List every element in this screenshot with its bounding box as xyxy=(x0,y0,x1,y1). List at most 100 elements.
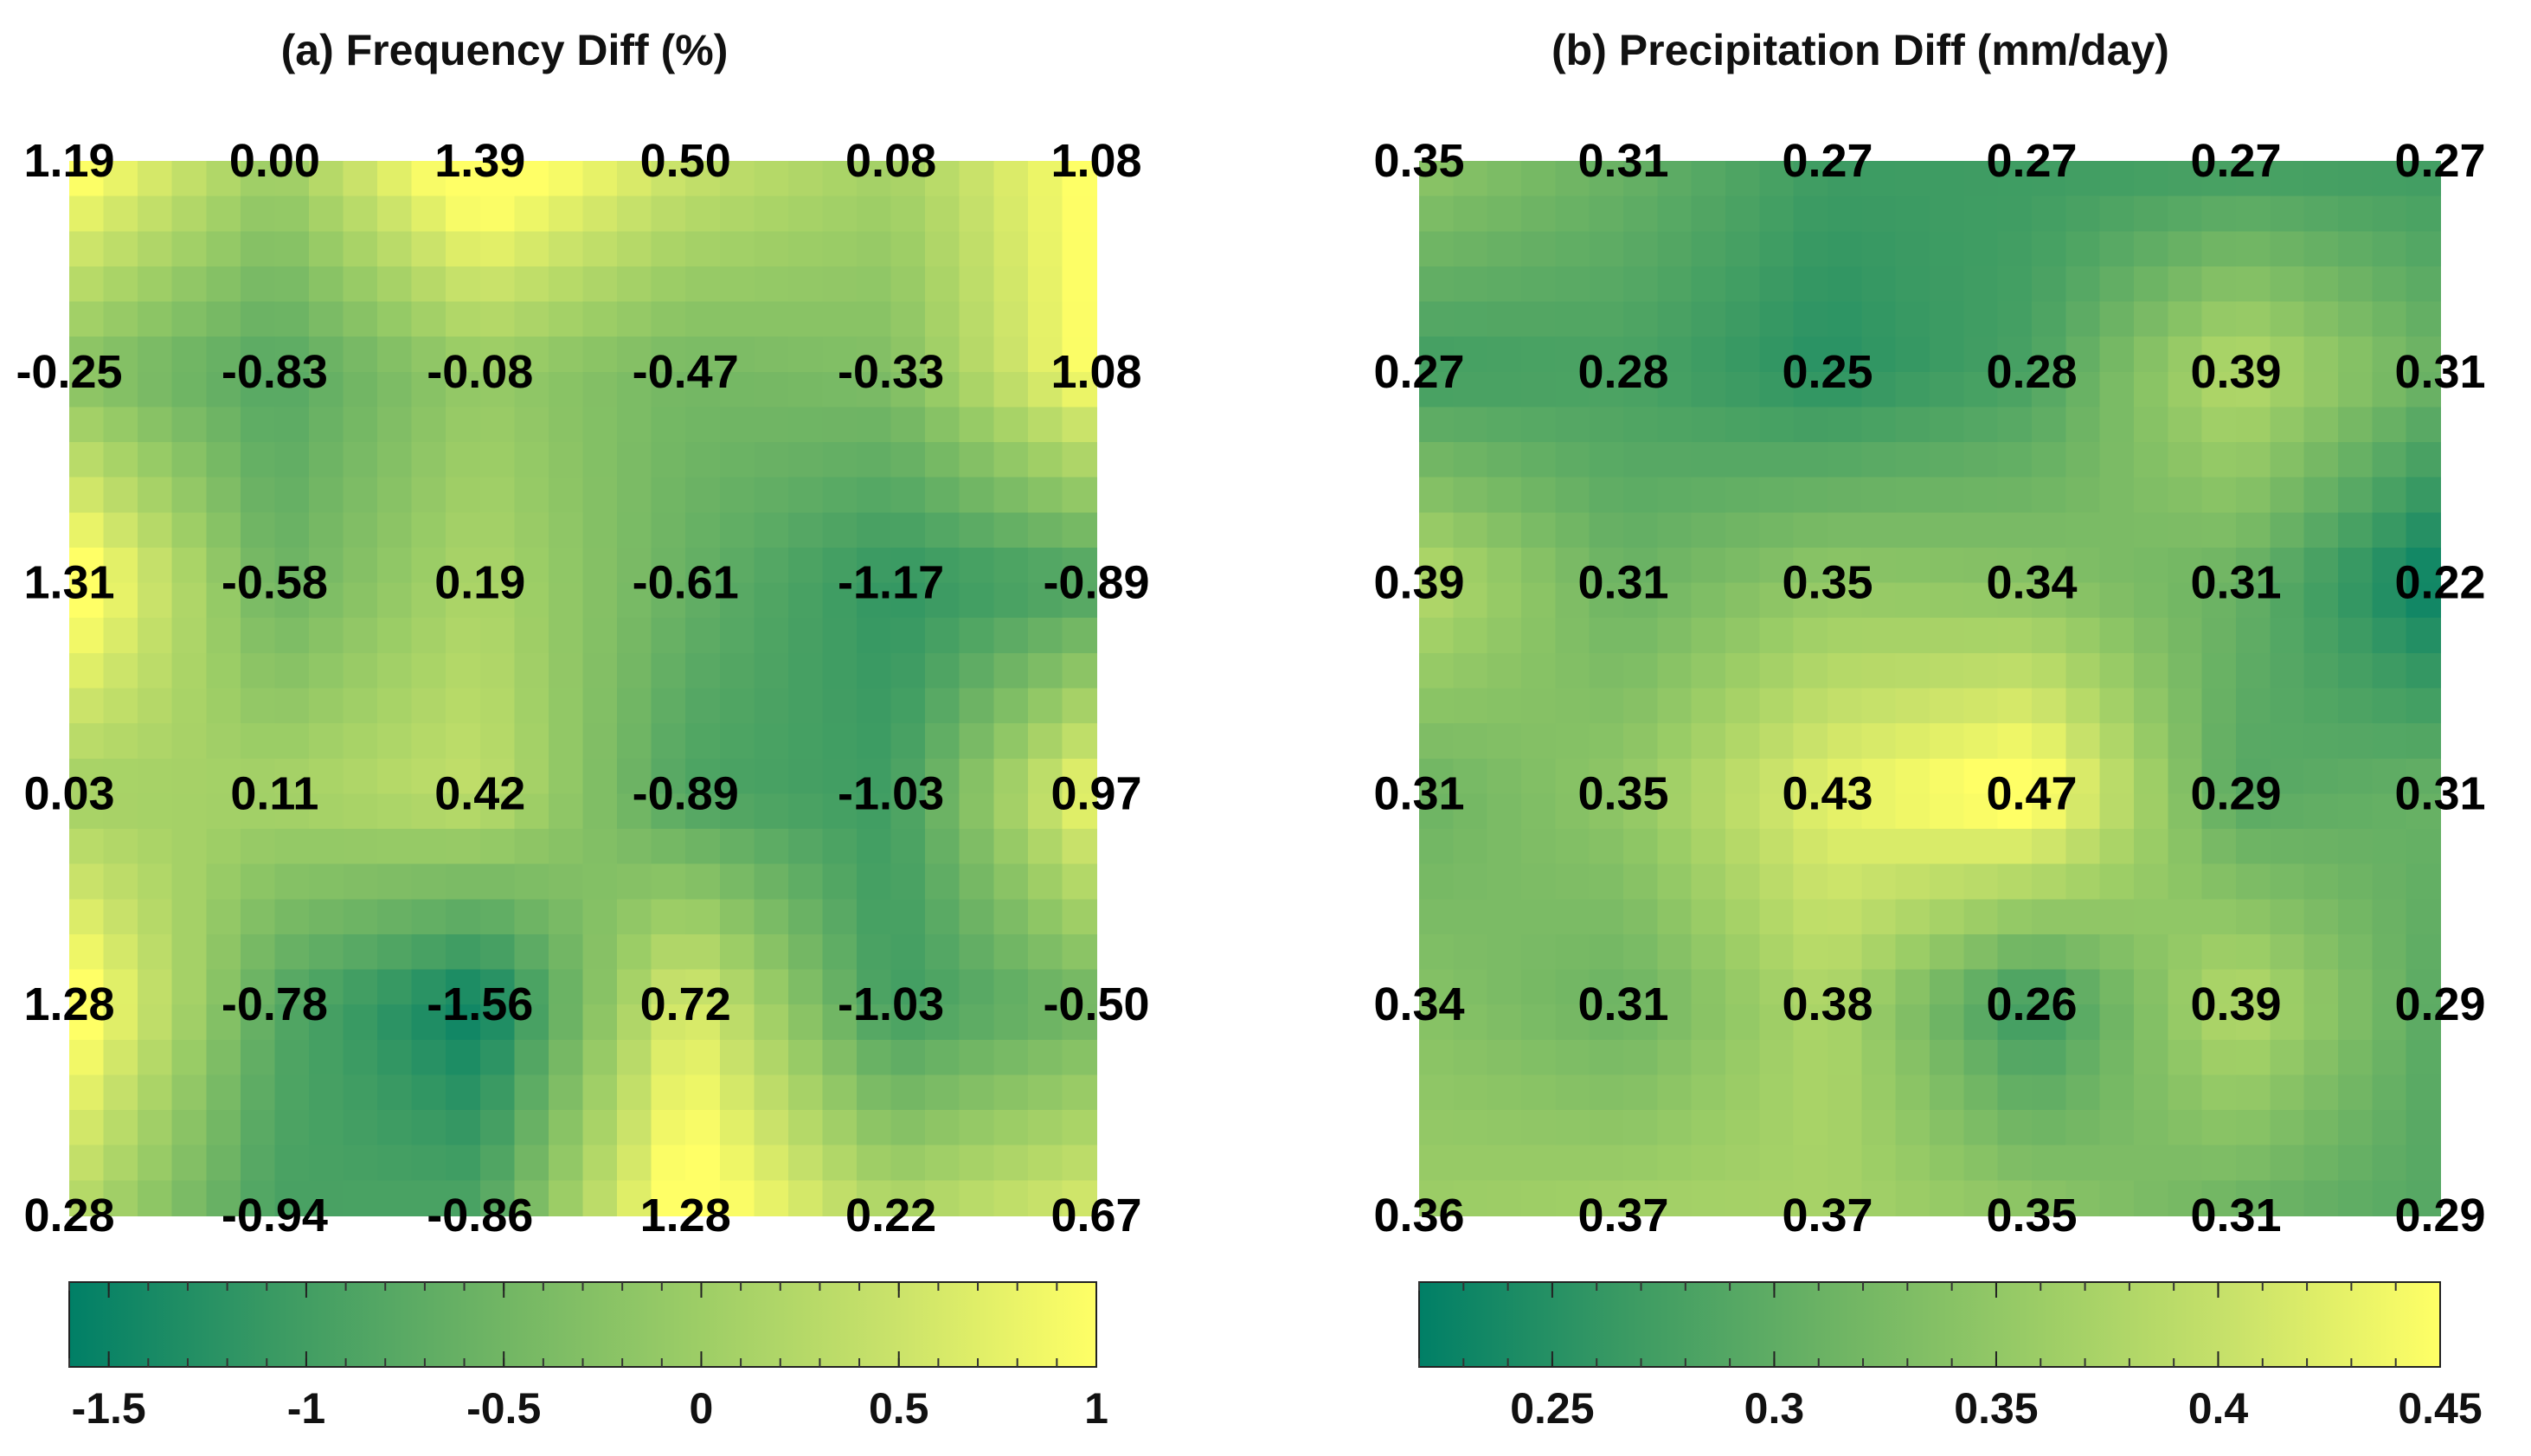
contour-cell xyxy=(617,688,652,724)
contour-cell xyxy=(2201,1180,2237,1216)
contour-cell xyxy=(1027,1110,1063,1146)
contour-cell xyxy=(2270,547,2305,584)
contour-cell xyxy=(2032,547,2067,584)
contour-cell xyxy=(719,231,755,267)
contour-cell xyxy=(240,723,276,760)
contour-cell xyxy=(1453,1004,1488,1041)
contour-cell xyxy=(1793,266,1828,303)
contour-cell xyxy=(1725,758,1761,795)
contour-cell xyxy=(2372,301,2407,337)
contour-cell xyxy=(1589,512,1624,548)
chart-title: (b) Precipitation Diff (mm/day) xyxy=(1551,26,2169,74)
contour-cell xyxy=(1521,512,1557,548)
contour-cell xyxy=(1759,337,1795,373)
contour-cell xyxy=(206,618,241,654)
contour-cell xyxy=(685,1004,721,1041)
contour-cell xyxy=(69,1039,105,1076)
contour-cell xyxy=(2236,723,2271,760)
contour-cell xyxy=(1759,1180,1795,1216)
contour-cell xyxy=(787,688,824,724)
contour-cell xyxy=(1487,512,1522,548)
contour-cell xyxy=(240,512,276,548)
contour-cell xyxy=(1555,863,1590,901)
contour-cell xyxy=(548,758,584,795)
contour-cell xyxy=(1555,1074,1590,1111)
contour-cell xyxy=(2099,758,2135,795)
contour-cell xyxy=(1589,547,1624,584)
contour-cell xyxy=(1589,407,1624,443)
contour-cell xyxy=(1861,512,1897,548)
contour-cell xyxy=(2032,723,2067,760)
contour-cell xyxy=(1027,723,1063,760)
contour-cell xyxy=(548,1004,584,1041)
contour-cell xyxy=(171,1074,208,1111)
contour-cell xyxy=(69,477,105,514)
contour-cell xyxy=(1419,477,1455,514)
grid-value-label: -1.56 xyxy=(427,978,533,1030)
contour-cell xyxy=(1062,899,1097,935)
contour-cell xyxy=(1759,371,1795,408)
contour-cell xyxy=(2099,933,2135,971)
contour-cell xyxy=(651,266,686,303)
contour-cell xyxy=(171,477,208,514)
contour-cell xyxy=(274,442,310,478)
contour-cell xyxy=(1828,758,1863,795)
contour-cell xyxy=(1895,231,1930,267)
contour-cell xyxy=(2201,1145,2237,1182)
contour-cell xyxy=(1793,863,1828,901)
contour-cell xyxy=(2236,793,2271,830)
contour-cell xyxy=(822,301,858,337)
contour-cell xyxy=(1691,1145,1726,1182)
contour-cell xyxy=(2099,371,2135,408)
contour-cell xyxy=(1828,723,1863,760)
contour-cell xyxy=(2236,407,2271,443)
contour-cell xyxy=(754,829,789,865)
contour-cell xyxy=(2201,863,2237,901)
contour-cell xyxy=(582,301,618,337)
contour-cell xyxy=(1453,899,1488,935)
contour-cell xyxy=(479,1004,516,1041)
contour-cell xyxy=(1623,477,1659,514)
contour-cell xyxy=(1793,793,1828,830)
contour-cell xyxy=(377,933,413,971)
contour-field xyxy=(69,161,1097,1216)
contour-cell xyxy=(617,301,652,337)
contour-cell xyxy=(754,758,789,795)
contour-cell xyxy=(2099,1004,2135,1041)
contour-cell xyxy=(1725,266,1761,303)
contour-cell xyxy=(2065,582,2101,619)
contour-cell xyxy=(2065,337,2101,373)
contour-cell xyxy=(2372,1110,2407,1146)
contour-cell xyxy=(377,512,413,548)
contour-cell xyxy=(1930,301,1965,337)
contour-cell xyxy=(685,196,721,233)
contour-cell xyxy=(2065,969,2101,1005)
contour-cell xyxy=(651,688,686,724)
contour-cell xyxy=(719,477,755,514)
contour-cell xyxy=(754,863,789,901)
contour-cell xyxy=(1997,547,2033,584)
contour-cell xyxy=(1521,337,1557,373)
contour-cell xyxy=(69,512,105,548)
contour-cell xyxy=(1930,933,1965,971)
contour-cell xyxy=(548,618,584,654)
contour-cell xyxy=(1793,1180,1828,1216)
contour-cell xyxy=(651,161,686,197)
contour-cell xyxy=(1861,1180,1897,1216)
contour-cell xyxy=(685,723,721,760)
contour-cell xyxy=(754,793,789,830)
contour-cell xyxy=(822,512,858,548)
grid-value-label: -0.94 xyxy=(222,1190,328,1241)
contour-cell xyxy=(1793,337,1828,373)
contour-cell xyxy=(514,829,549,865)
contour-cell xyxy=(308,969,344,1005)
contour-cell xyxy=(1895,161,1930,197)
contour-cell xyxy=(2099,829,2135,865)
contour-cell xyxy=(1759,758,1795,795)
contour-cell xyxy=(685,477,721,514)
contour-cell xyxy=(514,512,549,548)
contour-cell xyxy=(890,1074,926,1111)
contour-cell xyxy=(651,582,686,619)
contour-cell xyxy=(685,266,721,303)
contour-cell xyxy=(2134,1004,2169,1041)
